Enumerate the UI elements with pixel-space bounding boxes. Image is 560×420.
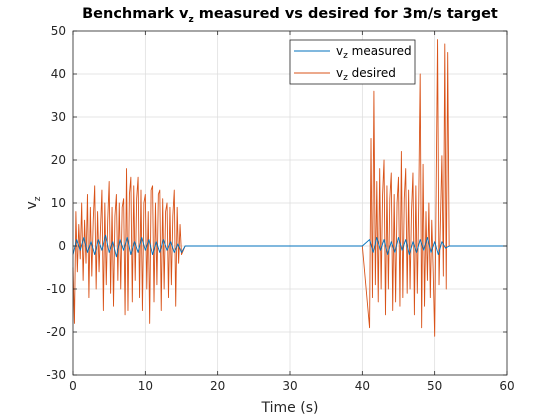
y-tick-label: -10 xyxy=(46,282,66,296)
x-tick-label: 20 xyxy=(210,379,225,393)
x-tick-label: 30 xyxy=(282,379,297,393)
x-tick-label: 60 xyxy=(499,379,514,393)
y-tick-label: 50 xyxy=(51,24,66,38)
x-tick-label: 40 xyxy=(355,379,370,393)
x-tick-label: 0 xyxy=(69,379,77,393)
series-lines xyxy=(72,39,507,337)
x-tick-label: 10 xyxy=(138,379,153,393)
y-tick-label: 0 xyxy=(58,239,66,253)
legend-box xyxy=(289,39,416,85)
legend-label-measured: vz measured xyxy=(336,44,412,61)
chart-title: Benchmark vz measured vs desired for 3m/… xyxy=(82,6,498,25)
y-tick-label: -30 xyxy=(46,368,66,382)
y-tick-label: 30 xyxy=(51,110,66,124)
y-tick-label: -20 xyxy=(46,325,66,339)
y-tick-label: 10 xyxy=(51,196,66,210)
x-axis-label: Time (s) xyxy=(261,400,319,416)
y-axis-label: vz xyxy=(24,196,43,209)
legend-label-desired: vz desired xyxy=(336,66,396,83)
y-tick-label: 40 xyxy=(51,67,66,81)
y-tick-label: 20 xyxy=(51,153,66,167)
x-tick-label: 50 xyxy=(427,379,442,393)
axis-ticks: 0 10 20 30 40 50 60 -30 -20 -10 0 10 20 30 40 50 xyxy=(46,24,514,393)
series-line-measured xyxy=(72,234,507,258)
series-line-desired xyxy=(72,39,507,337)
legend: vz measured vz desired xyxy=(289,39,416,85)
